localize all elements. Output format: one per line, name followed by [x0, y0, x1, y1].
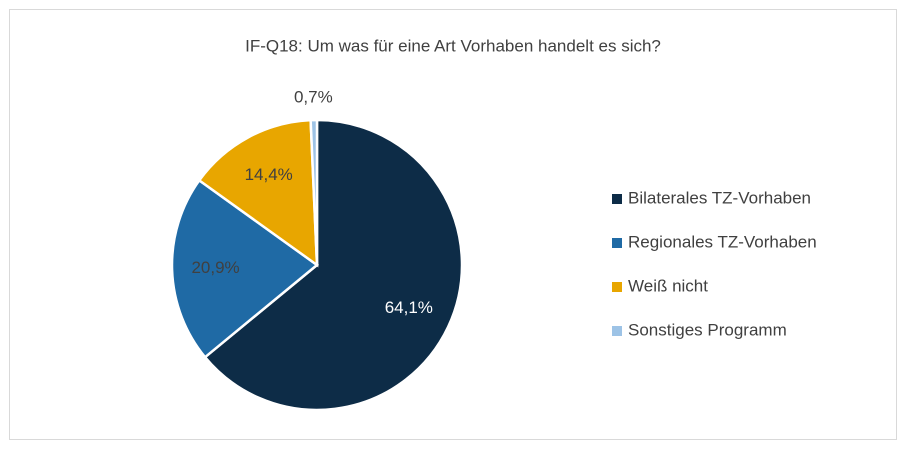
legend-label: Bilaterales TZ-Vorhaben: [628, 188, 811, 207]
data-label: 20,9%: [191, 258, 239, 277]
data-label: 0,7%: [294, 88, 333, 107]
pie-slice: [170, 178, 320, 359]
pie-slice: [309, 118, 319, 266]
legend-swatch: [612, 282, 622, 292]
legend-label: Sonstiges Programm: [628, 320, 787, 339]
legend-label: Regionales TZ-Vorhaben: [628, 232, 817, 251]
data-label: 64,1%: [385, 298, 433, 317]
pie-slice: [197, 118, 319, 268]
legend-swatch: [612, 326, 622, 336]
legend-swatch: [612, 194, 622, 204]
pie-slice: [203, 118, 464, 412]
legend-label: Weiß nicht: [628, 276, 708, 295]
data-label: 14,4%: [245, 165, 293, 184]
legend-swatch: [612, 238, 622, 248]
chart-title: IF-Q18: Um was für eine Art Vorhaben han…: [245, 36, 661, 55]
